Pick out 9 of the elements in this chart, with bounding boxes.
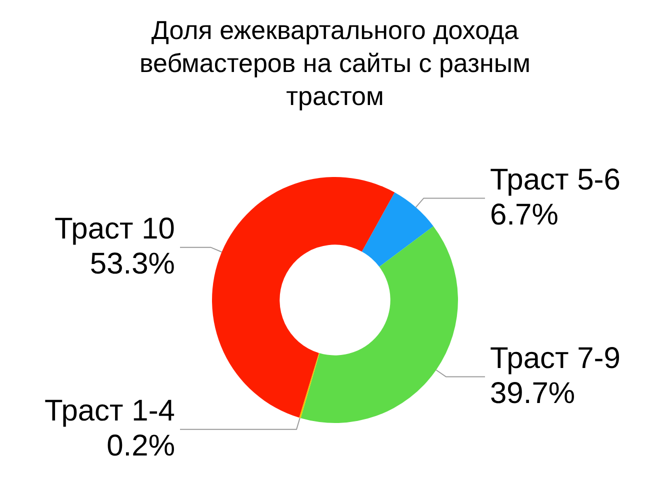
slice-label: Траст 5-6 bbox=[490, 163, 620, 196]
slice-label: Траст 10 bbox=[54, 212, 175, 246]
data-label: 39.7% bbox=[490, 377, 576, 410]
slice-label: Траст 7-9 bbox=[490, 342, 620, 376]
data-label: 0.2% bbox=[106, 430, 175, 463]
chart-title: Доля ежеквартального дохода вебмастеров на сайты с разным трастом bbox=[138, 14, 532, 113]
data-label: 6.7% bbox=[490, 198, 558, 232]
data-label: 53.3% bbox=[90, 248, 175, 281]
slice-label: Траст 1-4 bbox=[44, 394, 175, 428]
